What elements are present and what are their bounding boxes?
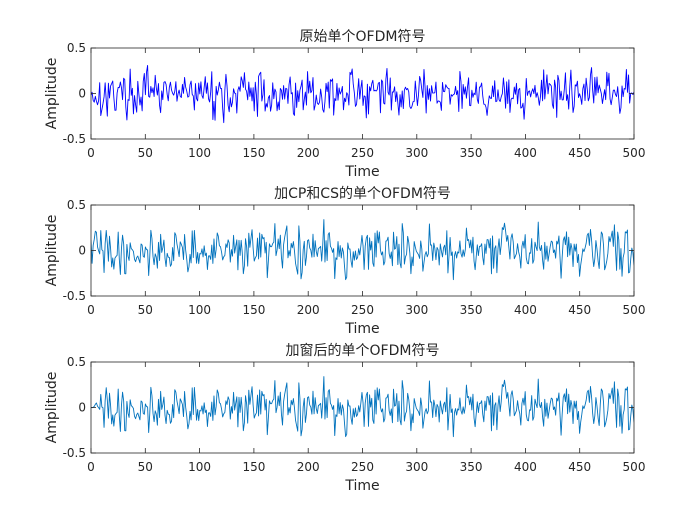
x-tick-label: 50 bbox=[138, 460, 153, 474]
x-tick-label: 300 bbox=[405, 460, 428, 474]
x-tick-label: 50 bbox=[138, 303, 153, 317]
y-axis-label: Amplitude bbox=[44, 372, 60, 444]
x-tick-label: 50 bbox=[138, 146, 153, 160]
x-tick-label: 250 bbox=[351, 460, 374, 474]
x-tick-label: 400 bbox=[514, 460, 537, 474]
y-axis-label: Amplitude bbox=[44, 215, 60, 287]
x-tick-label: 350 bbox=[460, 303, 483, 317]
x-tick-label: 150 bbox=[242, 460, 265, 474]
x-tick-label: 200 bbox=[297, 460, 320, 474]
x-tick-label: 500 bbox=[623, 460, 646, 474]
subplot-1: 0 50 100 150 200 250 300 350 400 450 500-0.500.5原始… bbox=[44, 29, 645, 180]
subplot-title: 原始单个OFDM符号 bbox=[300, 29, 426, 45]
x-tick-label: 100 bbox=[188, 303, 211, 317]
series-line bbox=[91, 64, 634, 124]
x-tick-label: 200 bbox=[297, 146, 320, 160]
subplot-title: 加窗后的单个OFDM符号 bbox=[286, 342, 440, 359]
x-tick-label: 400 bbox=[514, 303, 537, 317]
x-tick-label: 350 bbox=[460, 146, 483, 160]
y-tick-label: 0.5 bbox=[67, 198, 86, 212]
subplot-title: 加CP和CS的单个OFDM符号 bbox=[274, 186, 451, 202]
x-tick-label: 0 bbox=[87, 303, 95, 317]
x-tick-label: 450 bbox=[568, 303, 591, 317]
x-tick-label: 250 bbox=[351, 146, 374, 160]
y-axis-label: Amplitude bbox=[44, 58, 60, 130]
y-tick-label: -0.5 bbox=[63, 132, 86, 146]
x-tick-label: 250 bbox=[351, 303, 374, 317]
plot-area bbox=[91, 362, 634, 453]
x-tick-label: 300 bbox=[405, 146, 428, 160]
x-tick-label: 450 bbox=[568, 460, 591, 474]
x-axis-label: Time bbox=[344, 164, 379, 180]
x-tick-label: 400 bbox=[514, 146, 537, 160]
y-tick-label: -0.5 bbox=[63, 446, 86, 460]
subplot-3: 0 50 100 150 200 250 300 350 400 450 500-0.500.5加窗… bbox=[44, 342, 645, 494]
y-tick-label: 0 bbox=[78, 401, 86, 415]
x-tick-label: 0 bbox=[87, 460, 95, 474]
series-line bbox=[91, 219, 634, 281]
y-tick-label: 0 bbox=[78, 87, 86, 101]
plot-area bbox=[91, 205, 634, 296]
x-tick-label: 500 bbox=[623, 146, 646, 160]
x-tick-label: 350 bbox=[460, 460, 483, 474]
y-tick-label: 0.5 bbox=[67, 355, 86, 369]
x-tick-label: 150 bbox=[242, 303, 265, 317]
x-tick-label: 450 bbox=[568, 146, 591, 160]
x-tick-label: 300 bbox=[405, 303, 428, 317]
y-tick-label: 0.5 bbox=[67, 41, 86, 55]
x-axis-label: Time bbox=[344, 478, 379, 494]
x-tick-label: 150 bbox=[242, 146, 265, 160]
y-tick-label: 0 bbox=[78, 244, 86, 258]
series-line bbox=[91, 376, 634, 438]
x-tick-label: 200 bbox=[297, 303, 320, 317]
x-tick-label: 500 bbox=[623, 303, 646, 317]
x-axis-label: Time bbox=[344, 321, 379, 337]
x-tick-label: 100 bbox=[188, 146, 211, 160]
x-tick-label: 100 bbox=[188, 460, 211, 474]
x-tick-label: 0 bbox=[87, 146, 95, 160]
subplot-2: 0 50 100 150 200 250 300 350 400 450 500-0.500.5加C… bbox=[44, 186, 645, 337]
y-tick-label: -0.5 bbox=[63, 289, 86, 303]
